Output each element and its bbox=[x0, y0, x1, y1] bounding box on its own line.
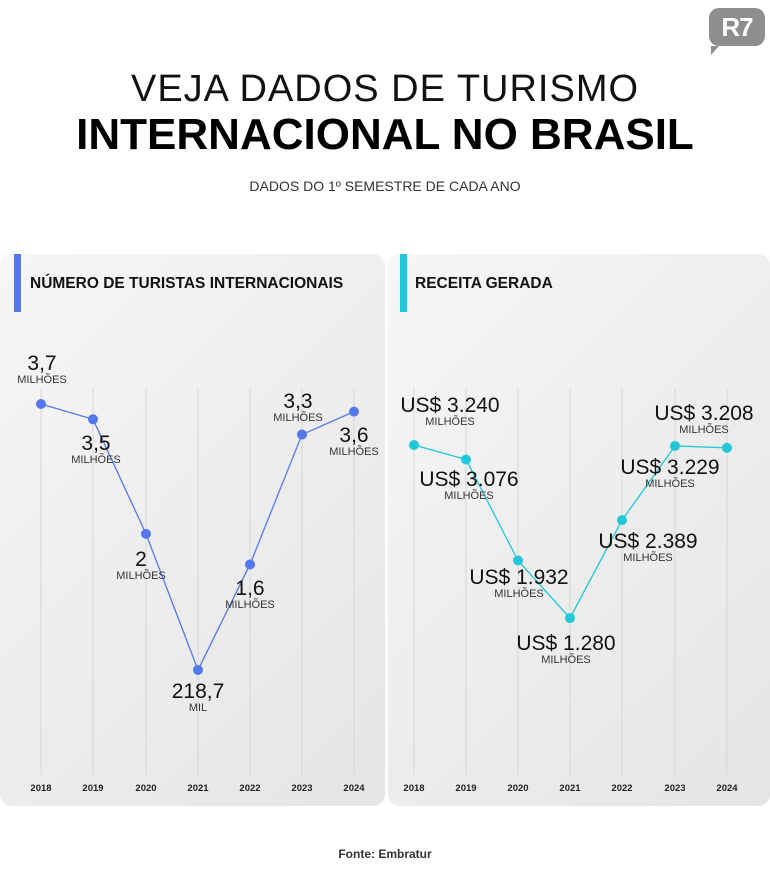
revenue-data-label: US$ 1.932 MILHÕES bbox=[469, 566, 568, 600]
tourists-data-label: 1,6 MILHÕES bbox=[225, 577, 275, 611]
r7-logo: R7 bbox=[709, 8, 765, 55]
tourists-data-label: 2 MILHÕES bbox=[116, 548, 166, 582]
value-text: 1,6 bbox=[235, 577, 265, 600]
revenue-year-label: 2021 bbox=[559, 783, 581, 794]
tourists-data-label: 3,3 MILHÕES bbox=[273, 390, 323, 424]
unit-text: MILHÕES bbox=[623, 552, 673, 564]
tourists-point bbox=[245, 559, 255, 570]
tourists-point bbox=[36, 399, 46, 409]
tourists-year-label: 2024 bbox=[343, 783, 365, 794]
tourists-point bbox=[297, 429, 307, 440]
unit-text: MILHÕES bbox=[329, 446, 379, 458]
revenue-point bbox=[722, 442, 732, 453]
revenue-data-label: US$ 2.389 MILHÕES bbox=[598, 530, 697, 564]
tourists-year-label: 2020 bbox=[135, 783, 157, 794]
tourists-point bbox=[141, 528, 151, 539]
unit-text: MILHÕES bbox=[273, 412, 323, 424]
value-text: US$ 3.208 bbox=[654, 402, 754, 425]
unit-text: MILHÕES bbox=[645, 478, 695, 490]
unit-text: MIL bbox=[188, 702, 208, 714]
value-text: US$ 3.240 bbox=[400, 394, 500, 417]
value-text: US$ 1.932 bbox=[469, 566, 569, 589]
tourists-title: NÚMERO DE TURISTAS INTERNACIONAIS bbox=[30, 275, 344, 292]
value-text: US$ 1.280 bbox=[516, 632, 616, 655]
tourists-point bbox=[88, 414, 98, 425]
revenue-point bbox=[461, 454, 471, 465]
tourists-accent-bar bbox=[14, 254, 21, 312]
tourists-point bbox=[349, 406, 359, 417]
tourists-point bbox=[193, 664, 203, 675]
unit-text: MILHÕES bbox=[444, 490, 494, 502]
revenue-title: RECEITA GERADA bbox=[415, 275, 553, 292]
subtitle: DADOS DO 1º SEMESTRE DE CADA ANO bbox=[249, 178, 521, 194]
unit-text: MILHÕES bbox=[71, 454, 121, 466]
unit-text: MILHÕES bbox=[679, 424, 729, 436]
revenue-data-label: US$ 3.208 MILHÕES bbox=[654, 402, 753, 436]
tourists-year-label: 2019 bbox=[82, 783, 104, 794]
revenue-year-label: 2023 bbox=[664, 783, 686, 794]
value-text: US$ 2.389 bbox=[598, 530, 698, 553]
revenue-point bbox=[670, 440, 680, 451]
revenue-point bbox=[565, 613, 575, 624]
revenue-panel bbox=[388, 254, 770, 806]
unit-text: MILHÕES bbox=[425, 416, 475, 428]
tourists-year-label: 2022 bbox=[239, 783, 261, 794]
value-text: 3,7 bbox=[27, 352, 57, 375]
tourists-panel bbox=[0, 254, 385, 806]
revenue-year-label: 2022 bbox=[611, 783, 633, 794]
value-text: US$ 3.076 bbox=[419, 468, 519, 491]
title-line-1: VEJA DADOS DE TURISMO bbox=[130, 68, 640, 110]
revenue-data-label: US$ 1.280 MILHÕES bbox=[516, 632, 615, 666]
revenue-data-label: US$ 3.240 MILHÕES bbox=[400, 394, 499, 428]
revenue-point bbox=[409, 440, 419, 450]
tourists-year-label: 2023 bbox=[291, 783, 313, 794]
value-text: 2 bbox=[135, 548, 147, 571]
unit-text: MILHÕES bbox=[116, 570, 166, 582]
unit-text: MILHÕES bbox=[541, 654, 591, 666]
revenue-data-label: US$ 3.076 MILHÕES bbox=[419, 468, 518, 502]
revenue-year-label: 2020 bbox=[507, 783, 529, 794]
revenue-data-label: US$ 3.229 MILHÕES bbox=[620, 456, 719, 490]
revenue-year-label: 2019 bbox=[455, 783, 477, 794]
tourists-data-label: 3,7 MILHÕES bbox=[17, 352, 67, 386]
revenue-point bbox=[513, 555, 523, 566]
tourists-year-label: 2021 bbox=[187, 783, 209, 794]
revenue-year-label: 2024 bbox=[716, 783, 738, 794]
unit-text: MILHÕES bbox=[494, 588, 544, 600]
revenue-accent-bar bbox=[400, 254, 407, 312]
tourists-data-label: 3,5 MILHÕES bbox=[71, 432, 121, 466]
revenue-year-label: 2018 bbox=[403, 783, 425, 794]
value-text: US$ 3.229 bbox=[620, 456, 720, 479]
source: Fonte: Embratur bbox=[338, 847, 432, 861]
revenue-point bbox=[617, 515, 627, 526]
value-text: 3,6 bbox=[339, 424, 369, 447]
tourists-data-label: 3,6 MILHÕES bbox=[329, 424, 379, 458]
value-text: 218,7 bbox=[171, 680, 225, 703]
tourists-data-label: 218,7 MIL bbox=[172, 680, 225, 714]
title-line-2: INTERNACIONAL NO BRASIL bbox=[76, 110, 694, 159]
unit-text: MILHÕES bbox=[225, 599, 275, 611]
unit-text: MILHÕES bbox=[17, 374, 67, 386]
value-text: 3,5 bbox=[81, 432, 111, 455]
value-text: 3,3 bbox=[283, 390, 313, 413]
tourists-year-label: 2018 bbox=[30, 783, 52, 794]
